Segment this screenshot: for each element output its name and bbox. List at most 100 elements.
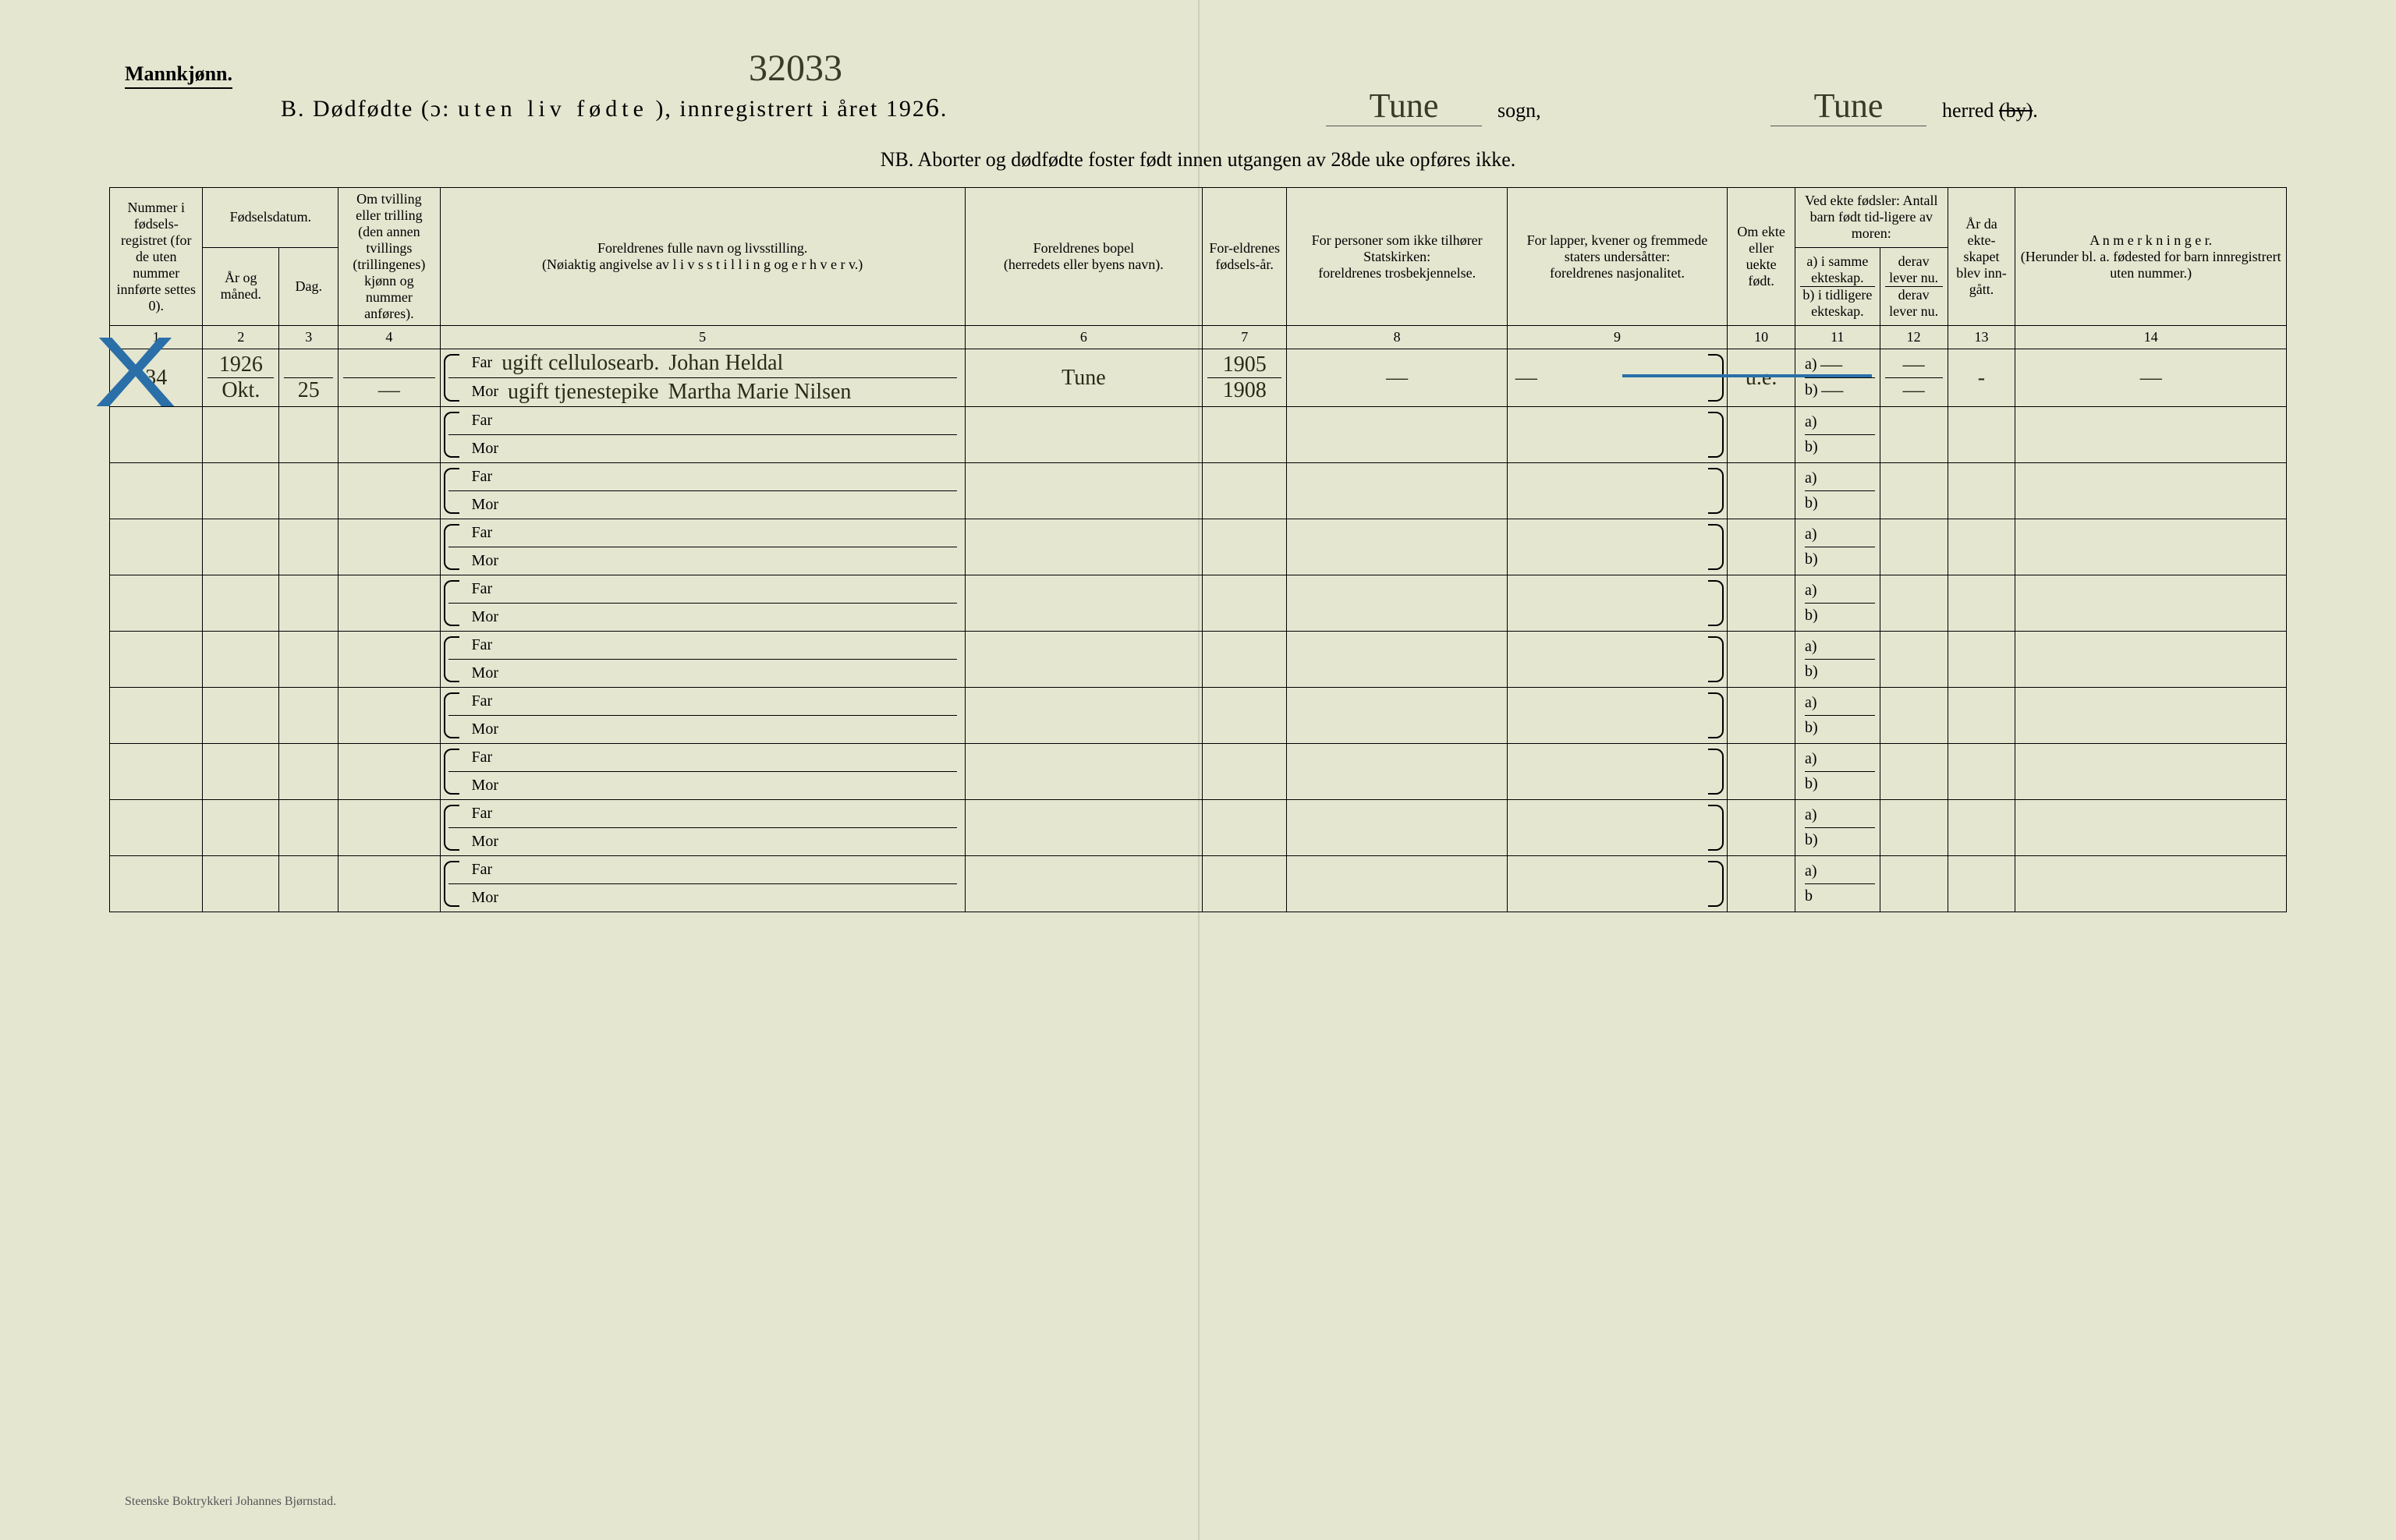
- col-9-bot: foreldrenes nasjonalitet.: [1512, 265, 1722, 281]
- colnum-12: 12: [1880, 326, 1948, 349]
- cell: [965, 856, 1202, 912]
- col-7-header: For-eldrenes fødsels-år.: [1202, 188, 1287, 326]
- cell: [1948, 744, 2015, 800]
- brace-right-icon: [1708, 580, 1724, 626]
- cell: [338, 856, 440, 912]
- colnum-6: 6: [965, 326, 1202, 349]
- empty-row: Far Mor a) b): [110, 407, 2287, 463]
- col-12b: derav lever nu.: [1885, 287, 1943, 320]
- cell: [2015, 407, 2287, 463]
- cell: [1880, 407, 1948, 463]
- cell: [1202, 575, 1287, 632]
- cell: [203, 800, 279, 856]
- empty-row: Far Mor a) b): [110, 632, 2287, 688]
- cell: [1202, 744, 1287, 800]
- cell: [2015, 688, 2287, 744]
- ab-cell: a) b): [1795, 800, 1880, 856]
- cell: [203, 575, 279, 632]
- col-11b: b) i tidligere ekteskap.: [1800, 287, 1875, 320]
- title-prefix: B. Dødfødte (ɔ:: [281, 96, 450, 122]
- colnum-5: 5: [440, 326, 965, 349]
- empty-row: Far Mor a) b): [110, 744, 2287, 800]
- cell: [1880, 519, 1948, 575]
- colnum-14: 14: [2015, 326, 2287, 349]
- nat-cell: [1507, 856, 1727, 912]
- cell: [965, 407, 1202, 463]
- nat-cell: [1507, 463, 1727, 519]
- cell: [1728, 463, 1795, 519]
- title-spaced: uten liv fødte: [458, 96, 648, 122]
- cell: [110, 407, 203, 463]
- nat-cell: [1507, 800, 1727, 856]
- col-10-header: Om ekte eller uekte født.: [1728, 188, 1795, 326]
- cell: [110, 744, 203, 800]
- entry-year-month: 1926 Okt.: [203, 349, 279, 407]
- parents-cell: Far Mor: [440, 800, 965, 856]
- register-page: Mannkjønn. 32033 B. Dødfødte (ɔ: uten li…: [0, 0, 2396, 1540]
- brace-left-icon: [444, 861, 459, 907]
- cell: [1948, 519, 2015, 575]
- cell: [110, 575, 203, 632]
- parents-cell: Far Mor: [440, 856, 965, 912]
- herred-label: herred (by).: [1942, 99, 2038, 122]
- brace-right-icon: [1708, 354, 1724, 402]
- cell: [338, 575, 440, 632]
- cell: [1202, 688, 1287, 744]
- parents-cell: Far Mor: [440, 632, 965, 688]
- colnum-10: 10: [1728, 326, 1795, 349]
- brace-right-icon: [1708, 524, 1724, 570]
- far-occ: ugift cellulosearb.: [502, 351, 659, 376]
- herred-post: .: [2033, 99, 2038, 122]
- sogn-block: Tune sogn,: [1326, 86, 1541, 126]
- col-11-sub: a) i samme ekteskap. b) i tidligere ekte…: [1795, 247, 1880, 325]
- cell: [110, 519, 203, 575]
- cell: [110, 856, 203, 912]
- nat-cell: [1507, 407, 1727, 463]
- far-line: Far ugift cellulosearb. Johan Heldal: [448, 349, 957, 378]
- parents-cell: Far Mor: [440, 575, 965, 632]
- cell: [203, 856, 279, 912]
- brace-right-icon: [1708, 636, 1724, 682]
- cell: [1287, 407, 1507, 463]
- cell: [279, 744, 338, 800]
- cell: [2015, 519, 2287, 575]
- cell: [1948, 688, 2015, 744]
- col-5-bot: (Nøiaktig angivelse av l i v s s t i l l…: [445, 257, 960, 273]
- nat-cell: [1507, 632, 1727, 688]
- cell: [1880, 575, 1948, 632]
- cell: [1728, 519, 1795, 575]
- mor-label: Mor: [472, 383, 498, 401]
- handwritten-top-number: 32033: [749, 47, 842, 90]
- herred-block: Tune herred (by).: [1770, 86, 2038, 126]
- col-14-bot: (Herunder bl. a. fødested for barn innre…: [2020, 249, 2281, 281]
- brace-left-icon: [444, 805, 459, 851]
- cell: [1728, 632, 1795, 688]
- cell: [1287, 688, 1507, 744]
- year-digit: 6: [926, 94, 941, 122]
- cell: [1202, 800, 1287, 856]
- cell: [1728, 744, 1795, 800]
- cell: [338, 519, 440, 575]
- nat-cell: [1507, 575, 1727, 632]
- col-2-header: År og måned.: [203, 247, 279, 325]
- ab-cell: a) b: [1795, 856, 1880, 912]
- ab-cell: a) b): [1795, 519, 1880, 575]
- colnum-3: 3: [279, 326, 338, 349]
- cell: [1728, 407, 1795, 463]
- entry-parent-years: 1905 1908: [1202, 349, 1287, 407]
- col-9-top: For lapper, kvener og fremmede staters u…: [1512, 232, 1722, 265]
- cell: [203, 688, 279, 744]
- colnum-7: 7: [1202, 326, 1287, 349]
- entry-c9: —: [1507, 349, 1727, 407]
- entry-c14: —: [2015, 349, 2287, 407]
- col-6-bot: (herredets eller byens navn).: [970, 257, 1197, 273]
- col-5-header: Foreldrenes fulle navn og livsstilling. …: [440, 188, 965, 326]
- cell: [1728, 575, 1795, 632]
- cell: [203, 519, 279, 575]
- cell: [279, 632, 338, 688]
- cell: [1948, 856, 2015, 912]
- cell: [965, 463, 1202, 519]
- colnum-4: 4: [338, 326, 440, 349]
- colnum-9: 9: [1507, 326, 1727, 349]
- brace-right-icon: [1708, 749, 1724, 795]
